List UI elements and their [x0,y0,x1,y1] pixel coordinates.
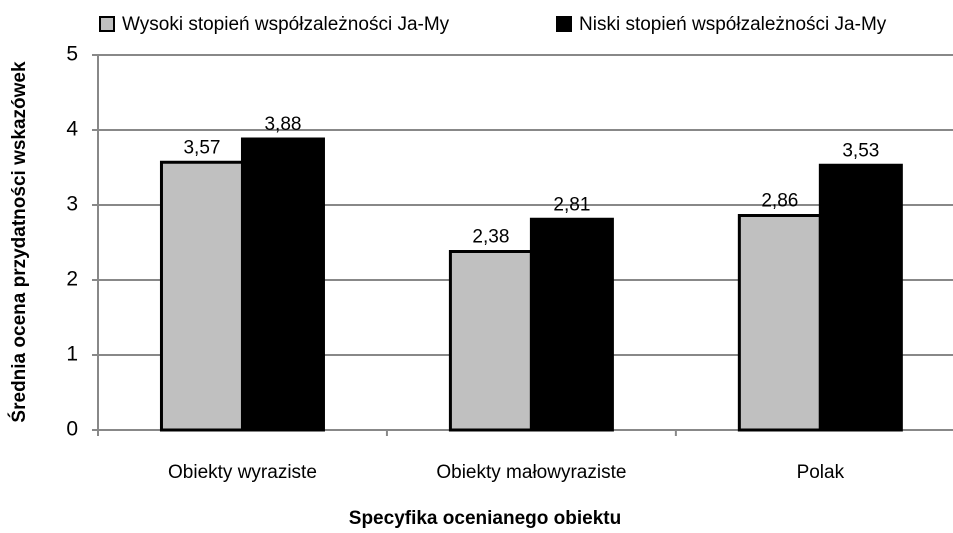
bar [818,163,903,432]
bar [737,214,822,432]
x-tick-label: Polak [797,462,845,483]
data-label: 2,81 [553,194,590,215]
legend-label: Wysoki stopień współzależności Ja-My [122,14,450,35]
y-tick-label: 1 [66,343,78,366]
y-tick-label: 4 [66,118,78,141]
bar [240,137,325,432]
data-label: 3,53 [842,140,879,161]
x-axis-title: Specyfika ocenianego obiektu [349,508,621,529]
data-label: 3,57 [183,137,220,158]
bar [448,250,533,432]
bar [529,217,614,432]
y-tick-label: 5 [66,43,78,66]
legend-swatch [99,16,115,32]
legend-label: Niski stopień współzależności Ja-My [579,14,887,35]
bar [159,160,244,432]
x-tick-label: Obiekty wyraziste [168,462,317,483]
y-tick-label: 0 [66,418,78,441]
legend-swatch [556,16,572,32]
y-tick-label: 2 [66,268,78,291]
data-label: 2,86 [761,191,798,212]
x-tick-label: Obiekty małowyraziste [436,462,626,483]
data-label: 2,38 [472,227,509,248]
data-label: 3,88 [264,114,301,135]
y-axis-title: Średnia ocena przydatności wskazówek [8,61,30,423]
y-tick-label: 3 [66,193,78,216]
